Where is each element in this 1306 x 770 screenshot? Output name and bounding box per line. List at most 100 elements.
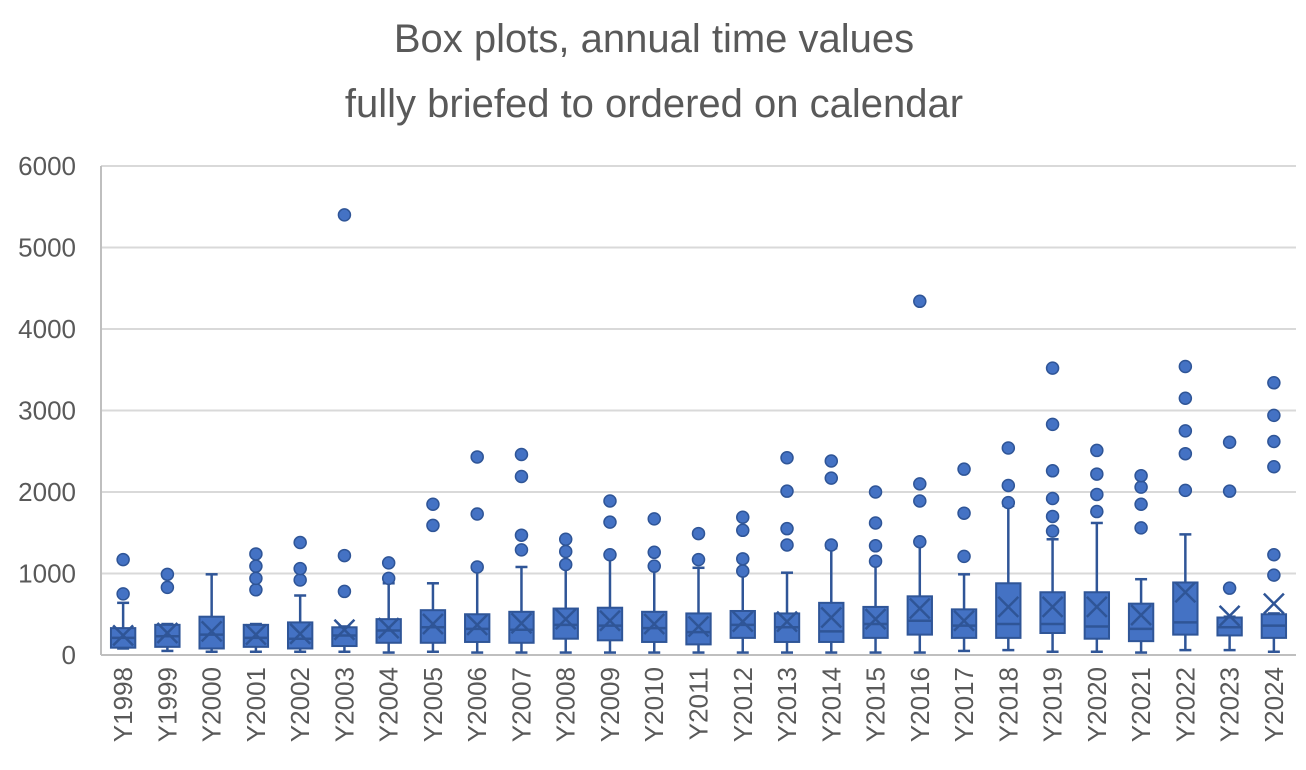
box-Y2003 [331, 208, 358, 653]
outlier-point [603, 515, 617, 529]
outlier-point [249, 571, 263, 586]
mean-marker [510, 612, 533, 635]
box-Y2006 [464, 450, 491, 654]
outlier-point [1267, 434, 1281, 449]
outlier-point [558, 532, 573, 547]
outlier-point [514, 469, 529, 484]
chart-title-line-1: Box plots, annual time values [394, 17, 914, 61]
outlier-point [1267, 459, 1281, 474]
x-tick-label: Y2020 [1082, 667, 1112, 742]
y-tick-label: 5000 [18, 233, 76, 263]
mean-marker [156, 622, 179, 644]
outlier-point [824, 538, 839, 552]
mean-marker [289, 622, 312, 645]
x-tick-label: Y2019 [1038, 667, 1068, 742]
outlier-point [780, 521, 794, 536]
x-tick-label: Y1998 [108, 667, 138, 742]
outlier-point [1267, 548, 1281, 562]
outlier-point [957, 549, 971, 564]
box-Y2021 [1127, 468, 1155, 654]
y-tick-label: 0 [62, 640, 76, 670]
mean-marker [776, 610, 798, 633]
y-tick-label: 4000 [18, 314, 76, 344]
outlier-point [1178, 446, 1193, 461]
mean-marker [1130, 604, 1152, 626]
outlier-point [1267, 568, 1281, 582]
box-Y2015 [862, 485, 889, 654]
x-tick-label: Y2009 [595, 667, 625, 742]
outlier-point [116, 552, 130, 567]
outlier-point [1134, 497, 1148, 511]
box-Y2023 [1216, 435, 1243, 652]
box-Y2019 [1039, 361, 1066, 653]
outlier-point [249, 583, 263, 597]
outlier-point [1090, 467, 1104, 481]
outlier-point [691, 526, 706, 541]
mean-marker [245, 623, 267, 646]
boxes [109, 208, 1288, 654]
outlier-point [736, 523, 750, 538]
outlier-point [160, 567, 175, 582]
outlier-point [1001, 478, 1016, 493]
outlier-point [736, 564, 750, 578]
box-Y1998 [109, 552, 137, 650]
mean-marker [333, 618, 356, 641]
mean-marker [953, 609, 975, 632]
outlier-point [913, 494, 927, 508]
outlier-point [780, 484, 794, 498]
mean-marker [1262, 592, 1285, 615]
mean-marker [820, 606, 843, 629]
box-Y2008 [552, 532, 579, 654]
y-tick-label: 2000 [18, 477, 76, 507]
mean-marker [687, 615, 710, 638]
outlier-point [913, 477, 927, 491]
outlier-point [1001, 441, 1016, 455]
mean-marker [864, 608, 887, 631]
x-tick-label: Y2014 [816, 667, 846, 742]
x-tick-label: Y2013 [772, 667, 802, 742]
gridlines [101, 165, 1296, 575]
mean-marker [1174, 581, 1197, 604]
outlier-point [249, 547, 263, 561]
box-Y2011 [685, 526, 712, 654]
outlier-point [1045, 509, 1060, 524]
outlier-point [1045, 361, 1060, 375]
outlier-point [1178, 483, 1193, 498]
x-tick-label: Y2012 [728, 667, 758, 742]
outlier-point [1178, 391, 1193, 406]
outlier-point [868, 554, 883, 569]
box-Y2012 [729, 510, 756, 654]
x-tick-label: Y2006 [462, 667, 492, 742]
outlier-point [381, 556, 396, 570]
outlier-point [1134, 468, 1148, 483]
mean-marker [908, 597, 931, 620]
box-Y2000 [198, 573, 225, 653]
outlier-point [470, 450, 484, 464]
box-Y1999 [154, 567, 181, 653]
mean-marker [466, 613, 489, 636]
x-tick-label: Y2018 [993, 667, 1023, 742]
mean-marker [112, 624, 135, 647]
iqr-box [995, 582, 1022, 639]
x-tick-label: Y2003 [329, 667, 359, 742]
outlier-point [603, 494, 617, 508]
mean-marker [554, 608, 577, 631]
box-Y2007 [508, 447, 535, 654]
box-Y2002 [286, 535, 314, 653]
outlier-point [514, 543, 529, 557]
box-Y2010 [641, 512, 668, 654]
x-tick-label: Y2011 [684, 667, 714, 740]
outlier-point [1178, 424, 1193, 438]
x-axis-tick-labels: Y1998 Y1999 Y2000 Y2001 Y2002 Y2003 Y2004 Y2005… [108, 667, 1289, 742]
box-Y2001 [242, 547, 270, 653]
x-tick-label: Y2023 [1215, 667, 1245, 742]
axes [100, 166, 1296, 656]
outlier-point [868, 485, 883, 499]
outlier-point [116, 587, 130, 601]
x-tick-label: Y2021 [1126, 667, 1156, 742]
outlier-point [868, 539, 883, 553]
outlier-point [249, 559, 263, 573]
box-Y2020 [1083, 443, 1111, 653]
